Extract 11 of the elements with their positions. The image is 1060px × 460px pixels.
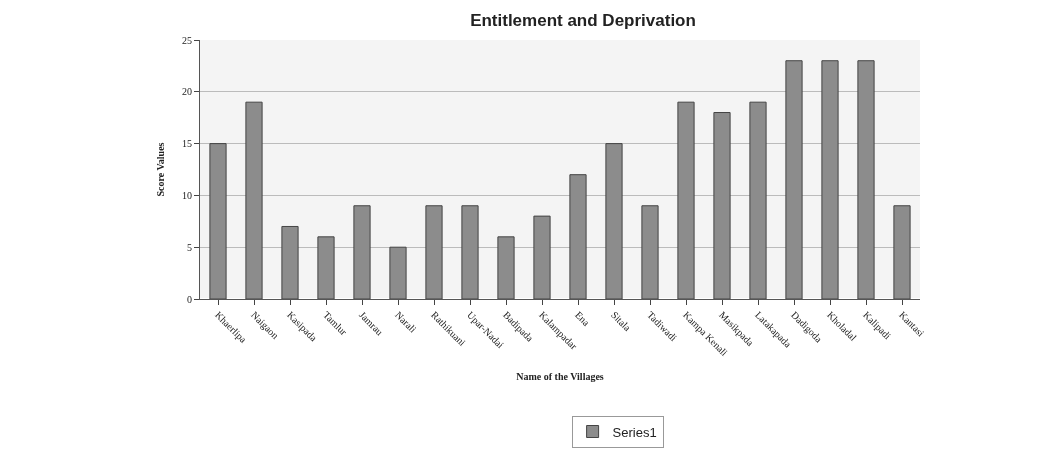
chart-title: Entitlement and Deprivation bbox=[470, 10, 696, 30]
y-tick-label: 0 bbox=[187, 293, 192, 305]
y-tick-label: 5 bbox=[187, 241, 192, 253]
y-tick-label: 25 bbox=[182, 34, 192, 46]
x-tick-label: Ena bbox=[573, 309, 593, 329]
y-axis-title: Score Values bbox=[155, 142, 166, 197]
legend-label: Series1 bbox=[612, 424, 657, 440]
x-axis-title: Name of the Villages bbox=[516, 370, 604, 382]
y-tick-label: 20 bbox=[182, 86, 192, 98]
y-tick-label: 10 bbox=[182, 189, 192, 201]
y-tick-label: 15 bbox=[182, 138, 192, 150]
